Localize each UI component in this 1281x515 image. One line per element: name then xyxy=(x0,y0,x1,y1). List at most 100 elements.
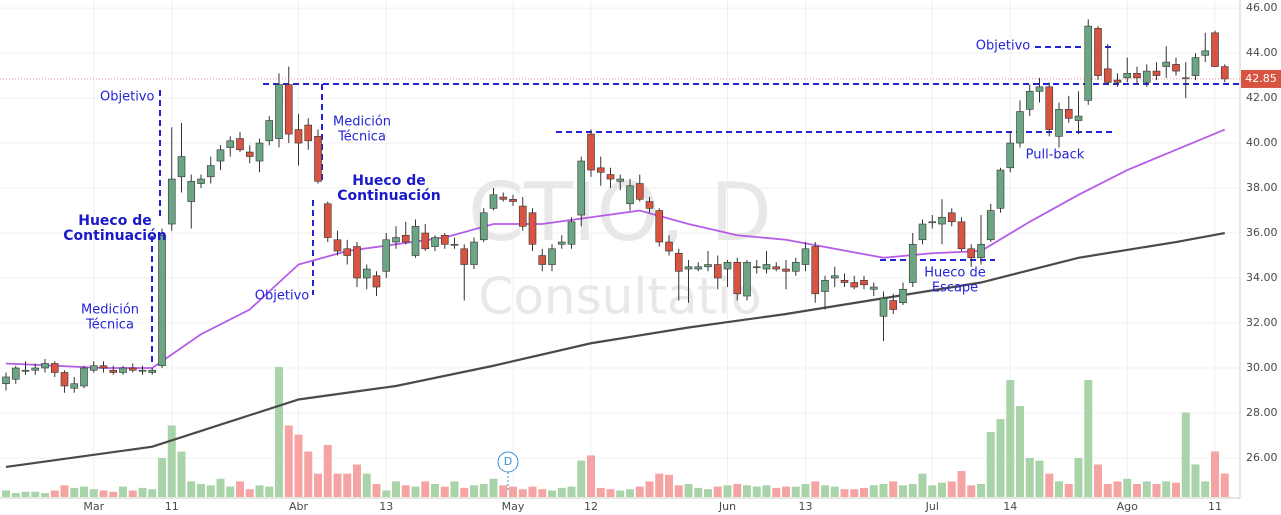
annotation: Objetivo xyxy=(255,289,309,304)
candle-body xyxy=(343,248,352,256)
candle-body xyxy=(50,363,59,373)
x-tick-label: 11 xyxy=(165,500,179,513)
last-price-tag xyxy=(1241,69,1281,88)
volume-bar xyxy=(928,485,937,497)
candle-body xyxy=(1064,109,1073,119)
candle-body xyxy=(947,212,956,223)
candle-body xyxy=(119,367,127,373)
candle-body xyxy=(908,243,917,283)
volume-bar xyxy=(99,490,108,497)
x-tick-label: Mar xyxy=(83,500,104,513)
candle-body xyxy=(421,232,430,250)
candle-body xyxy=(255,142,264,162)
volume-bar xyxy=(596,487,605,497)
candle-body xyxy=(791,261,800,272)
candle-body xyxy=(616,178,625,182)
candle-body xyxy=(99,365,108,369)
candle-body xyxy=(216,149,225,162)
candle-body xyxy=(869,286,878,290)
candle-body xyxy=(723,261,732,270)
candle-body xyxy=(1035,86,1044,92)
moving-average xyxy=(5,231,1225,469)
volume-bar xyxy=(557,487,566,497)
volume-bar xyxy=(509,486,517,497)
volume-bar xyxy=(187,481,196,497)
candle-body xyxy=(499,196,508,200)
volume-bar xyxy=(694,487,703,497)
annotation: Continuación xyxy=(337,188,440,204)
candle-body xyxy=(1123,73,1132,79)
volume-bar xyxy=(791,486,800,497)
volume-bar xyxy=(372,484,381,497)
candle-body xyxy=(245,151,254,157)
candle-body xyxy=(635,183,644,200)
annotation: Hueco de xyxy=(352,173,426,189)
event-marker-label[interactable]: D xyxy=(504,455,512,468)
candle-body xyxy=(21,369,30,372)
volume-bar xyxy=(538,489,547,497)
volume-bar xyxy=(284,425,293,497)
volume-bar xyxy=(1133,484,1141,497)
volume-bar xyxy=(626,489,634,497)
annotation: Medición xyxy=(333,115,391,130)
candle-body xyxy=(743,261,751,297)
candle-body xyxy=(1152,70,1161,76)
volume-bar xyxy=(850,489,859,497)
x-tick-label: Jul xyxy=(925,500,939,513)
x-tick-label: May xyxy=(502,500,525,513)
volume-bar xyxy=(60,485,69,497)
candle-body xyxy=(1016,111,1024,144)
volume-bar xyxy=(635,486,644,497)
candle-body xyxy=(1045,86,1054,130)
candle-body xyxy=(1025,91,1034,110)
volume-bar xyxy=(304,451,313,497)
volume-bar xyxy=(860,487,868,497)
volume-bar xyxy=(50,490,59,497)
volume-bar xyxy=(518,489,527,497)
volume-bar xyxy=(811,481,820,497)
y-tick-label: 32.00 xyxy=(1246,316,1278,329)
x-tick-label: 13 xyxy=(379,500,393,513)
volume-bar xyxy=(1123,478,1132,497)
candle-body xyxy=(694,266,703,270)
candle-body xyxy=(372,275,381,288)
volume-bar xyxy=(947,481,956,497)
candle-body xyxy=(1094,28,1102,76)
candle-body xyxy=(567,221,576,245)
x-tick-label: 12 xyxy=(584,500,598,513)
annotation: Técnica xyxy=(337,130,386,145)
volume-bar xyxy=(333,473,342,497)
y-tick-label: 46.00 xyxy=(1246,1,1278,14)
x-tick-label: Abr xyxy=(289,500,309,513)
volume-bar xyxy=(323,445,332,497)
candle-body xyxy=(801,248,810,265)
candle-body xyxy=(450,243,459,246)
candle-body xyxy=(1084,25,1093,101)
volume-bar xyxy=(1201,481,1210,497)
volume-bar xyxy=(41,493,49,497)
volume-bar xyxy=(967,485,976,497)
x-tick-label: 11 xyxy=(1208,500,1222,513)
candle-body xyxy=(1201,50,1210,56)
y-tick-label: 44.00 xyxy=(1246,46,1278,59)
volume-bar xyxy=(167,425,176,497)
candle-body xyxy=(1172,64,1180,72)
y-tick-label: 36.00 xyxy=(1246,226,1278,239)
x-tick-label: 13 xyxy=(799,500,813,513)
candle-body xyxy=(1133,73,1141,79)
volume-bar xyxy=(499,485,508,497)
volume-bar xyxy=(1191,464,1200,497)
annotation: Hueco de xyxy=(924,266,986,281)
candle-body xyxy=(928,221,937,224)
volume-bar xyxy=(743,485,751,497)
volume-bar xyxy=(713,486,722,497)
volume-bar xyxy=(938,482,946,497)
x-tick-label: Jun xyxy=(718,500,736,513)
candle-body xyxy=(1074,115,1083,121)
candle-body xyxy=(860,279,868,286)
candle-body xyxy=(1211,32,1219,67)
y-tick-label: 30.00 xyxy=(1246,361,1278,374)
volume-bar xyxy=(1016,406,1024,497)
candle-body xyxy=(850,282,859,288)
